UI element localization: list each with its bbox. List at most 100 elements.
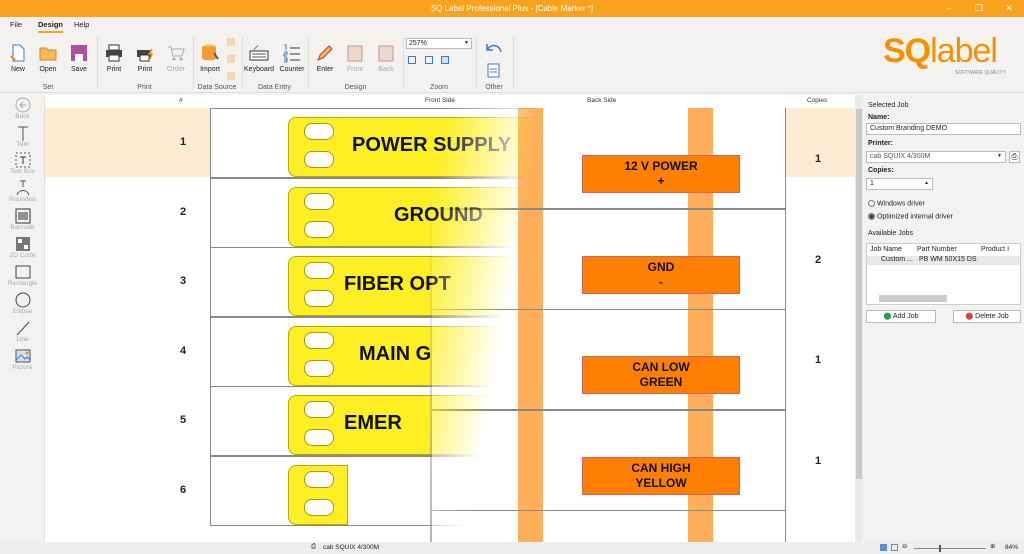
col-product[interactable]: Product I <box>981 246 1010 253</box>
print-button[interactable]: Print <box>98 43 130 73</box>
order-button[interactable]: Order <box>160 43 192 73</box>
enter-label: Enter <box>316 66 334 73</box>
restore-button[interactable]: ❐ <box>974 3 984 13</box>
tool-2d-code[interactable]: 2D Code <box>0 236 45 259</box>
single-page-view-icon[interactable] <box>891 544 898 551</box>
close-button[interactable]: ✕ <box>1005 3 1013 13</box>
tab-help[interactable]: Help <box>74 20 90 29</box>
stepper-arrows-icon[interactable]: ▲ <box>924 180 929 186</box>
printer-status-icon: ⎙ <box>311 543 317 550</box>
group-divider <box>476 37 477 89</box>
tool-label: Line <box>16 336 29 343</box>
keyboard-label: Keyboard <box>244 66 274 73</box>
fit-height-icon[interactable] <box>425 56 433 64</box>
back-label[interactable]: CAN HIGH YELLOW <box>582 456 740 495</box>
zoom-out-icon[interactable]: ⊖ <box>902 543 908 550</box>
print-label: Print <box>137 66 153 73</box>
plus-circle-icon: ⬤ <box>883 313 892 320</box>
tab-design[interactable]: Design <box>38 20 64 33</box>
back-side-button[interactable]: Back <box>370 43 402 73</box>
new-button[interactable]: New <box>2 43 34 73</box>
back-label-line2: - <box>659 274 663 289</box>
save-button[interactable]: Save <box>63 43 95 73</box>
fit-width-icon[interactable] <box>408 56 416 64</box>
delete-job-label: Delete Job <box>975 313 1009 320</box>
label-hole <box>304 151 334 168</box>
zoom-select[interactable]: 257% ▼ <box>406 38 472 49</box>
group-label-zoom: Zoom <box>430 84 448 91</box>
edit-datasource-icon[interactable] <box>227 38 235 46</box>
tool-text-box[interactable]: Text Box <box>0 152 45 175</box>
tool-ellipse[interactable]: Ellipse <box>0 292 45 315</box>
fit-page-icon[interactable] <box>441 56 449 64</box>
jobs-table: Job Name Part Number Product I Custom ..… <box>866 243 1021 305</box>
row-divider <box>430 409 785 411</box>
back-label-line1: 12 V POWER <box>624 159 698 173</box>
back-label[interactable]: GND - <box>582 255 740 294</box>
back-label-line2: GREEN <box>639 375 683 389</box>
multi-page-view-icon[interactable] <box>880 544 887 551</box>
col-job-name[interactable]: Job Name <box>870 246 902 253</box>
tab-file[interactable]: File <box>10 20 23 29</box>
zoom-slider[interactable] <box>914 545 986 552</box>
back-label-line1: GND <box>647 259 675 274</box>
export-document-icon[interactable] <box>487 62 501 78</box>
counter-button[interactable]: Counter <box>276 43 308 73</box>
enter-button[interactable]: Enter <box>309 43 341 73</box>
job-row[interactable]: Custom ... PB WM 50X15 DS <box>867 256 1020 265</box>
open-label: Open <box>39 66 57 73</box>
tool-label: Ellipse <box>12 308 33 315</box>
back-label[interactable]: CAN LOW GREEN <box>582 356 740 394</box>
header-back-side: Back Side <box>587 97 617 104</box>
minimize-button[interactable]: – <box>946 3 952 13</box>
vertical-scrollbar[interactable] <box>855 95 863 542</box>
zoom-slider-thumb[interactable] <box>939 545 941 552</box>
header-number: # <box>179 97 183 104</box>
tool-back[interactable]: Back <box>0 97 45 120</box>
group-divider <box>193 37 194 89</box>
windows-driver-radio[interactable]: Windows driver <box>868 200 925 207</box>
refresh-datasource-icon[interactable] <box>227 55 235 63</box>
tool-line[interactable]: Line <box>0 320 45 343</box>
scrollbar-thumb[interactable] <box>856 109 862 479</box>
menu-tabs: File Design Help <box>0 17 1024 33</box>
import-button[interactable]: Import <box>194 43 226 73</box>
add-job-button[interactable]: ⬤ Add Job <box>866 310 936 323</box>
back-side-view: 12 V POWER + GND - CAN LOW GREEN CAN HIG… <box>430 108 785 542</box>
front-label-text: FIBER OPT <box>344 273 451 295</box>
print-direct-button[interactable]: Print <box>129 43 161 73</box>
copies-stepper[interactable]: 1 ▲ <box>866 178 933 190</box>
tool-barcode[interactable]: Barcode <box>0 208 45 231</box>
front-label[interactable] <box>288 464 348 525</box>
printer-settings-icon[interactable]: ⎙ <box>1009 151 1020 163</box>
job-panel: Selected Job Name: Custom Branding DEMO … <box>863 95 1024 542</box>
tool-picture[interactable]: Picture <box>0 348 45 371</box>
open-button[interactable]: Open <box>32 43 64 73</box>
tool-label: Rounded <box>9 196 36 203</box>
status-zoom: 84% <box>1005 544 1019 551</box>
keyboard-button[interactable]: Keyboard <box>242 43 276 73</box>
printer-select[interactable]: cab SQUIX 4/300M ▼ <box>866 151 1006 163</box>
tool-text[interactable]: Text <box>0 125 45 148</box>
back-label-line2: YELLOW <box>635 475 687 490</box>
tool-rounded[interactable]: Rounded <box>0 180 45 203</box>
zoom-in-icon[interactable]: ⊕ <box>990 543 996 550</box>
group-label-design: Design <box>344 84 367 91</box>
front-button[interactable]: Front <box>339 43 371 73</box>
tool-rectangle[interactable]: Rectangle <box>0 264 45 287</box>
delete-job-button[interactable]: ⬤ Delete Job <box>953 310 1021 323</box>
tool-label: Text Box <box>10 168 35 175</box>
horizontal-scrollbar[interactable] <box>879 295 947 302</box>
name-input[interactable]: Custom Branding DEMO <box>866 123 1021 135</box>
internal-driver-radio[interactable]: Optimized internal driver <box>868 213 953 220</box>
label-hole <box>304 262 334 279</box>
col-part-number[interactable]: Part Number <box>917 246 957 253</box>
copies-value: 1 <box>815 454 822 467</box>
header-front-side: Front Side <box>425 97 455 104</box>
back-label[interactable]: 12 V POWER + <box>582 155 740 193</box>
rectangle-icon <box>15 265 30 279</box>
pencil-icon <box>317 45 333 61</box>
cart-icon <box>168 46 185 61</box>
undo-icon[interactable] <box>485 40 503 54</box>
remove-datasource-icon[interactable] <box>227 72 235 80</box>
